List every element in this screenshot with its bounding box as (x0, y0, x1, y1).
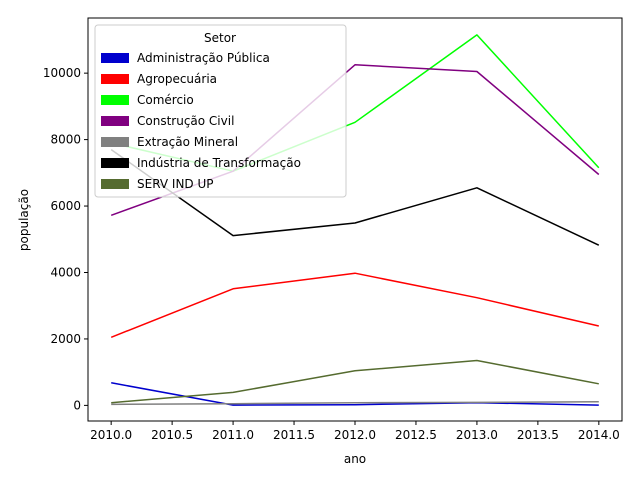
series-line-4 (111, 400, 599, 406)
series-line-1 (110, 272, 599, 338)
series-line-6 (111, 359, 599, 404)
x-tick-label: 2011.5 (273, 428, 315, 442)
legend-swatch (101, 158, 129, 168)
y-tick-label: 2000 (50, 332, 81, 346)
series-line-5 (110, 148, 600, 246)
x-axis-ticks: 2010.0 2010.5 2011.0 2011.5 2012.0 2012.5 2013… (90, 421, 620, 442)
x-tick-label: 2013.0 (456, 428, 498, 442)
x-axis-label: ano (344, 452, 366, 466)
legend-swatch (101, 137, 129, 147)
legend-swatch (101, 179, 129, 189)
x-tick-label: 2014.0 (578, 428, 620, 442)
legend-swatch (101, 53, 129, 63)
legend-entry-label: Agropecuária (137, 72, 217, 86)
legend-entry-label: SERV IND UP (137, 177, 214, 191)
plot-frame (87, 17, 623, 422)
legend-title: Setor (204, 31, 236, 45)
legend-entry-label: Comércio (137, 93, 194, 107)
legend-entry-label: Indústria de Transformação (137, 156, 301, 170)
x-tick-label: 2012.0 (334, 428, 376, 442)
legend-entries: Administração Pública Agropecuária Comér… (101, 51, 301, 191)
x-tick-label: 2010.5 (151, 428, 193, 442)
legend-swatch (101, 116, 129, 126)
legend-entry-label: Extração Mineral (137, 135, 238, 149)
x-tick-label: 2013.5 (517, 428, 559, 442)
legend-box (94, 24, 347, 198)
legend-swatch (101, 95, 129, 105)
x-tick-label: 2010.0 (90, 428, 132, 442)
y-tick-label: 4000 (50, 265, 81, 279)
y-tick-label: 10000 (43, 66, 81, 80)
y-axis-ticks: 0 2000 4000 6000 8000 10000 (43, 66, 88, 412)
y-axis-label: população (17, 189, 31, 251)
legend: Setor Administração Pública Agropecuária… (94, 24, 347, 198)
legend-entry-label: Administração Pública (137, 51, 270, 65)
x-tick-label: 2012.5 (395, 428, 437, 442)
y-tick-label: 0 (73, 398, 81, 412)
series-line-0 (111, 382, 599, 406)
x-tick-label: 2011.0 (212, 428, 254, 442)
legend-entry-label: Construção Civil (137, 114, 234, 128)
y-tick-label: 8000 (50, 133, 81, 147)
legend-swatch (101, 74, 129, 84)
y-tick-label: 6000 (50, 199, 81, 213)
